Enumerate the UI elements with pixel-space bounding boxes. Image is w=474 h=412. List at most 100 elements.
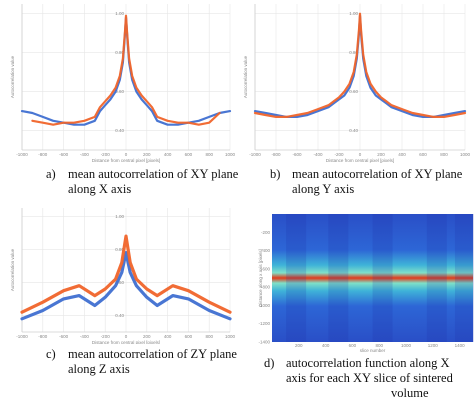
heatmap-band <box>372 214 393 342</box>
caption-line2: along X axis <box>68 182 132 196</box>
x-tick-label: 400 <box>164 152 172 157</box>
series-line-orange <box>253 12 467 119</box>
panel-b: -1000 -800 -600 -400 -200 0 200 400 600 800 1000 0.… <box>237 0 474 204</box>
y-tick-label: 0.80 <box>349 50 358 55</box>
x-tick-label: -1000 <box>249 152 261 157</box>
x-tick-label: -600 <box>292 152 302 157</box>
caption-d: d) autocorrelation function along X axis … <box>264 356 453 401</box>
y-tick-label: 0.40 <box>349 128 358 133</box>
x-tick-label: -400 <box>313 152 323 157</box>
series-line-orange <box>31 14 221 126</box>
caption-a: a) mean autocorrelation of XY plane along… <box>46 167 238 197</box>
panel-d: 200 400 600 800 1000 1200 1400 -1400 -1200 -1000 -… <box>237 204 474 412</box>
y-tick-label: -600 <box>261 266 271 271</box>
y-tick-label: -1400 <box>258 340 270 345</box>
x-tick-label: 0 <box>125 334 128 339</box>
x-tick-label: -800 <box>38 152 48 157</box>
x-tick-label: 0 <box>359 152 362 157</box>
x-tick-label: -400 <box>80 334 90 339</box>
x-tick-label: 600 <box>349 343 357 348</box>
caption-line1: mean autocorrelation of ZY plane <box>68 347 237 361</box>
x-tick-label: -800 <box>38 334 48 339</box>
x-tick-label: 1000 <box>401 343 412 348</box>
x-tick-label: 200 <box>295 343 303 348</box>
caption-line3: volume <box>391 386 429 400</box>
y-tick-label: -800 <box>261 285 271 290</box>
x-tick-label: 800 <box>440 152 448 157</box>
x-tick-label: -200 <box>101 152 111 157</box>
y-tick-label: -400 <box>261 248 271 253</box>
x-tick-label: -800 <box>271 152 281 157</box>
x-tick-label: 1000 <box>225 334 236 339</box>
y-tick-label: 0.60 <box>115 280 124 285</box>
chart-a: -1000 -800 -600 -400 -200 0 200 400 600 800 1000 0.… <box>10 4 236 163</box>
chart-d: 200 400 600 800 1000 1200 1400 -1400 -1200 -1000 -… <box>258 214 474 353</box>
caption-line2: axis for each XY slice of sintered <box>286 371 453 385</box>
x-tick-label: 1200 <box>428 343 439 348</box>
caption-letter: c) <box>46 347 56 361</box>
y-tick-label: 0.80 <box>115 50 124 55</box>
heatmap-band <box>426 214 447 342</box>
panel-c: -1000 -800 -600 -400 -200 0 200 400 600 800 1000 0.… <box>0 204 237 412</box>
x-tick-label: 400 <box>164 334 172 339</box>
x-tick-label: 1000 <box>460 152 471 157</box>
y-tick-label: -1000 <box>258 303 270 308</box>
caption-line1: autocorrelation function along X <box>286 356 450 370</box>
y-tick-label: 0.40 <box>115 128 124 133</box>
x-axis-title: Distance from central pixel [pixels] <box>326 158 394 163</box>
x-tick-label: -1000 <box>16 152 28 157</box>
y-axis-title: Autocorrelation value <box>10 55 15 98</box>
x-tick-label: 800 <box>205 152 213 157</box>
x-tick-label: 200 <box>377 152 385 157</box>
x-tick-label: -600 <box>59 152 69 157</box>
y-tick-label: 0.60 <box>349 89 358 94</box>
x-axis-title: Distance from central pixel [pixels] <box>92 158 160 163</box>
x-tick-label: 0 <box>125 152 128 157</box>
heatmap-image <box>272 214 473 342</box>
chart-c: -1000 -800 -600 -400 -200 0 200 400 600 800 1000 0.… <box>10 208 236 344</box>
caption-line2: along Z axis <box>68 362 130 376</box>
caption-line1: mean autocorrelation of XY plane <box>292 167 463 181</box>
x-tick-label: 800 <box>205 334 213 339</box>
x-tick-label: -200 <box>334 152 344 157</box>
x-axis-title: Distance from central pixel [pixels] <box>92 340 160 344</box>
x-tick-label: 1400 <box>455 343 466 348</box>
series-line-orange <box>20 234 232 314</box>
y-axis-title: Autocorrelation value <box>243 55 248 98</box>
y-tick-label: 0.40 <box>115 313 124 318</box>
x-tick-label: -600 <box>59 334 69 339</box>
x-tick-label: 600 <box>185 152 193 157</box>
x-tick-label: 200 <box>143 334 151 339</box>
chart-b: -1000 -800 -600 -400 -200 0 200 400 600 800 1000 0.… <box>243 4 471 163</box>
y-tick-label: -200 <box>261 230 271 235</box>
y-axis-title: Distance along x axis [pixels] <box>258 249 263 307</box>
y-tick-label: 1.00 <box>115 214 124 219</box>
series-line-blue <box>20 250 232 321</box>
x-axis-title: slice number <box>360 348 386 353</box>
caption-line2: along Y axis <box>292 182 355 196</box>
x-tick-label: 600 <box>185 334 193 339</box>
x-tick-label: -200 <box>101 334 111 339</box>
y-tick-label: 0.60 <box>115 89 124 94</box>
y-axis-title: Autocorrelation value <box>10 248 15 291</box>
x-tick-label: 200 <box>143 152 151 157</box>
heatmap-band <box>328 214 349 342</box>
x-tick-label: 600 <box>419 152 427 157</box>
caption-c: c) mean autocorrelation of ZY plane along… <box>46 347 237 377</box>
y-tick-label: 1.00 <box>115 11 124 16</box>
y-tick-label: -1200 <box>258 321 270 326</box>
x-tick-label: 1000 <box>225 152 236 157</box>
x-tick-label: 800 <box>375 343 383 348</box>
heatmap-band <box>454 214 474 342</box>
x-tick-label: -400 <box>80 152 90 157</box>
x-tick-label: 400 <box>322 343 330 348</box>
caption-line1: mean autocorrelation of XY plane <box>68 167 239 181</box>
y-tick-label: 1.00 <box>349 11 358 16</box>
x-tick-label: 400 <box>398 152 406 157</box>
caption-letter: b) <box>270 167 281 181</box>
caption-letter: d) <box>264 356 275 370</box>
y-tick-label: 0.80 <box>115 247 124 252</box>
heatmap-band <box>286 214 307 342</box>
caption-letter: a) <box>46 167 56 181</box>
x-tick-label: -1000 <box>16 334 28 339</box>
